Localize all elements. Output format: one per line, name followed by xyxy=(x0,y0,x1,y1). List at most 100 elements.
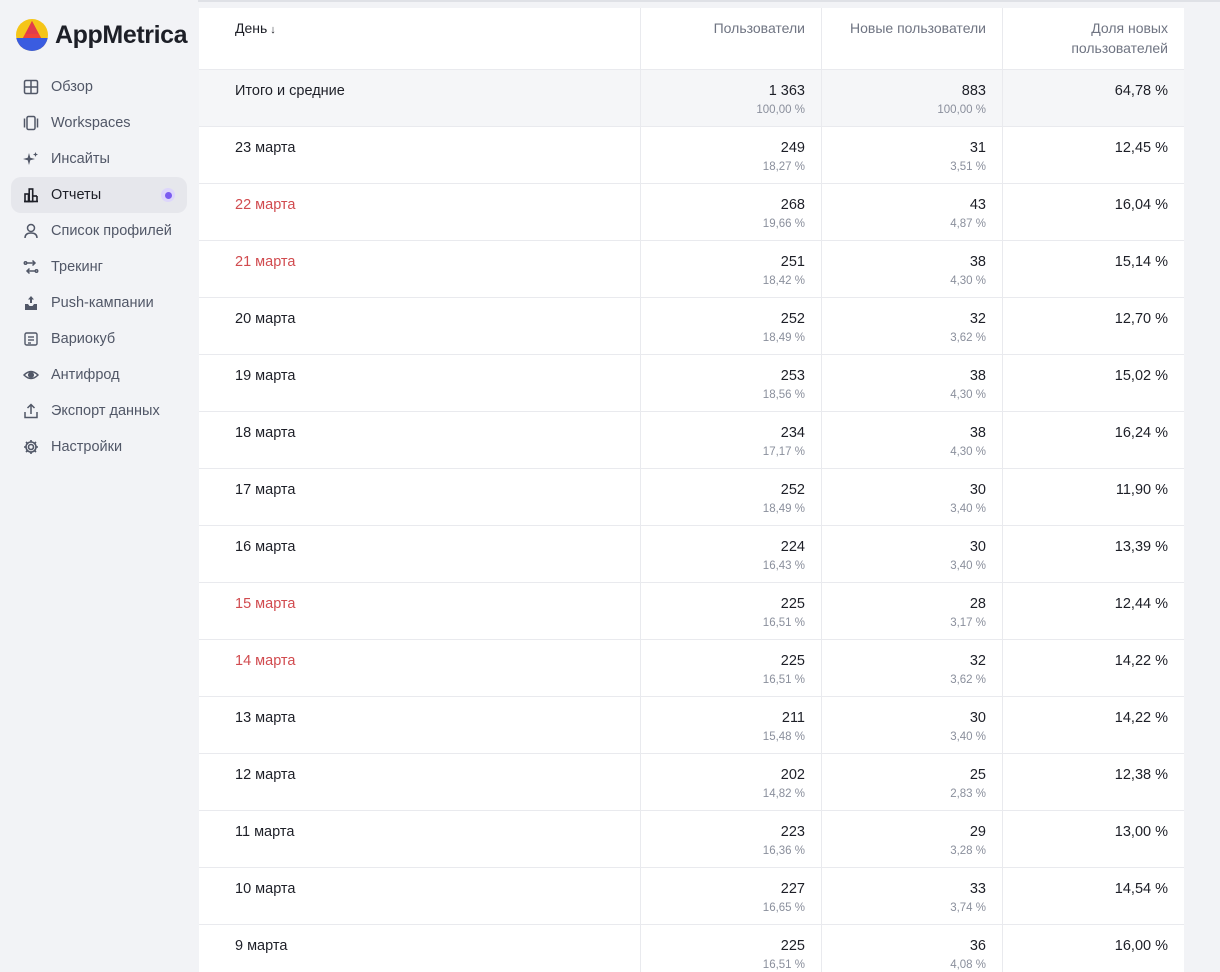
share-cell: 13,39 % xyxy=(1003,526,1184,582)
table-row[interactable]: 22 марта 268 19,66 % 43 4,87 % 16,04 % xyxy=(199,184,1184,241)
table-row[interactable]: 23 марта 249 18,27 % 31 3,51 % 12,45 % xyxy=(199,127,1184,184)
new-users-percent: 3,74 % xyxy=(950,902,986,914)
new-users-cell: 33 3,74 % xyxy=(822,868,1003,924)
share-value: 12,45 % xyxy=(1114,140,1168,156)
sidebar-item-label: Инсайты xyxy=(51,151,110,167)
total-new-users-percent: 100,00 % xyxy=(937,104,986,116)
users-value: 268 xyxy=(780,197,805,213)
users-percent: 18,42 % xyxy=(762,275,805,287)
column-header-new-users-share[interactable]: Доля новых пользователей xyxy=(1003,8,1184,69)
sidebar-item-label: Push-кампании xyxy=(51,295,154,311)
new-users-percent: 4,08 % xyxy=(950,959,986,971)
share-value: 11,90 % xyxy=(1115,482,1168,498)
share-cell: 11,90 % xyxy=(1003,469,1184,525)
new-users-percent: 4,87 % xyxy=(950,218,986,230)
users-value: 225 xyxy=(780,653,805,669)
day-label: 17 марта xyxy=(235,482,296,498)
share-cell: 16,00 % xyxy=(1003,925,1184,972)
day-cell: 17 марта xyxy=(199,469,641,525)
users-cell: 253 18,56 % xyxy=(641,355,822,411)
sidebar-item-export[interactable]: Экспорт данных xyxy=(11,393,187,429)
sidebar-item-label: Отчеты xyxy=(51,187,102,203)
users-value: 251 xyxy=(780,254,805,270)
share-cell: 12,70 % xyxy=(1003,298,1184,354)
sidebar-item-tracking[interactable]: Трекинг xyxy=(11,249,187,285)
app-logo[interactable]: AppMetrica xyxy=(16,18,188,52)
users-cell: 225 16,51 % xyxy=(641,925,822,972)
sidebar-item-insights[interactable]: Инсайты xyxy=(11,141,187,177)
day-cell: 16 марта xyxy=(199,526,641,582)
table-row[interactable]: 18 марта 234 17,17 % 38 4,30 % 16,24 % xyxy=(199,412,1184,469)
new-users-percent: 4,30 % xyxy=(950,389,986,401)
sidebar-item-antifraud[interactable]: Антифрод xyxy=(11,357,187,393)
sidebar-item-workspaces[interactable]: Workspaces xyxy=(11,105,187,141)
grid-icon xyxy=(23,79,39,95)
share-cell: 12,45 % xyxy=(1003,127,1184,183)
new-users-cell: 43 4,87 % xyxy=(822,184,1003,240)
day-cell: 13 марта xyxy=(199,697,641,753)
table-row[interactable]: 17 марта 252 18,49 % 30 3,40 % 11,90 % xyxy=(199,469,1184,526)
new-users-percent: 3,40 % xyxy=(950,731,986,743)
day-cell: 12 марта xyxy=(199,754,641,810)
column-header-users-label: Пользователи xyxy=(713,20,805,36)
day-cell: 22 марта xyxy=(199,184,641,240)
table-row[interactable]: 19 марта 253 18,56 % 38 4,30 % 15,02 % xyxy=(199,355,1184,412)
sidebar-item-label: Настройки xyxy=(51,439,123,455)
new-users-percent: 2,83 % xyxy=(950,788,986,800)
table-row[interactable]: 12 марта 202 14,82 % 25 2,83 % 12,38 % xyxy=(199,754,1184,811)
table-row[interactable]: 20 марта 252 18,49 % 32 3,62 % 12,70 % xyxy=(199,298,1184,355)
table-row[interactable]: 21 марта 251 18,42 % 38 4,30 % 15,14 % xyxy=(199,241,1184,298)
users-value: 234 xyxy=(780,425,805,441)
users-cell: 225 16,51 % xyxy=(641,583,822,639)
day-cell: 18 марта xyxy=(199,412,641,468)
table-header-row: День ↓ Пользователи Новые пользователи До… xyxy=(199,8,1184,70)
column-header-users[interactable]: Пользователи xyxy=(641,8,822,69)
sidebar-nav: Обзор Workspaces Инсайты Отчеты Списо xyxy=(11,69,187,465)
new-users-percent: 3,17 % xyxy=(950,617,986,629)
table-row[interactable]: 15 марта 225 16,51 % 28 3,17 % 12,44 % xyxy=(199,583,1184,640)
new-users-cell: 38 4,30 % xyxy=(822,241,1003,297)
table-row[interactable]: 10 марта 227 16,65 % 33 3,74 % 14,54 % xyxy=(199,868,1184,925)
table-row[interactable]: 13 марта 211 15,48 % 30 3,40 % 14,22 % xyxy=(199,697,1184,754)
table-row[interactable]: 16 марта 224 16,43 % 30 3,40 % 13,39 % xyxy=(199,526,1184,583)
users-percent: 18,49 % xyxy=(762,332,805,344)
sidebar-item-push[interactable]: Push-кампании xyxy=(11,285,187,321)
table-row[interactable]: 14 марта 225 16,51 % 32 3,62 % 14,22 % xyxy=(199,640,1184,697)
total-new-users-value: 883 xyxy=(961,83,986,99)
new-users-value: 32 xyxy=(969,653,986,669)
users-percent: 18,56 % xyxy=(762,389,805,401)
day-cell: 20 марта xyxy=(199,298,641,354)
users-percent: 18,27 % xyxy=(762,161,805,173)
push-icon xyxy=(23,295,39,311)
users-percent: 16,36 % xyxy=(762,845,805,857)
users-value: 252 xyxy=(780,311,805,327)
table-row[interactable]: 11 марта 223 16,36 % 29 3,28 % 13,00 % xyxy=(199,811,1184,868)
sidebar-item-variocube[interactable]: Вариокуб xyxy=(11,321,187,357)
day-label: 15 марта xyxy=(235,596,296,612)
share-value: 14,22 % xyxy=(1114,710,1168,726)
new-users-value: 36 xyxy=(969,938,986,954)
users-percent: 16,51 % xyxy=(762,674,805,686)
day-cell: 9 марта xyxy=(199,925,641,972)
column-header-new-users[interactable]: Новые пользователи xyxy=(822,8,1003,69)
day-cell: 15 марта xyxy=(199,583,641,639)
new-users-value: 38 xyxy=(969,254,986,270)
sidebar-item-label: Антифрод xyxy=(51,367,120,383)
share-value: 14,54 % xyxy=(1114,881,1168,897)
column-header-day[interactable]: День ↓ xyxy=(199,8,641,69)
new-users-value: 31 xyxy=(969,140,986,156)
share-value: 13,00 % xyxy=(1114,824,1168,840)
sidebar-item-reports[interactable]: Отчеты xyxy=(11,177,187,213)
sidebar-item-profiles[interactable]: Список профилей xyxy=(11,213,187,249)
table-row[interactable]: 9 марта 225 16,51 % 36 4,08 % 16,00 % xyxy=(199,925,1184,972)
users-percent: 16,51 % xyxy=(762,959,805,971)
sidebar-item-overview[interactable]: Обзор xyxy=(11,69,187,105)
sidebar-item-settings[interactable]: Настройки xyxy=(11,429,187,465)
new-users-value: 43 xyxy=(969,197,986,213)
new-users-value: 32 xyxy=(969,311,986,327)
new-users-cell: 32 3,62 % xyxy=(822,640,1003,696)
new-users-percent: 3,62 % xyxy=(950,332,986,344)
users-value: 225 xyxy=(780,596,805,612)
new-users-value: 30 xyxy=(969,539,986,555)
users-value: 227 xyxy=(780,881,805,897)
